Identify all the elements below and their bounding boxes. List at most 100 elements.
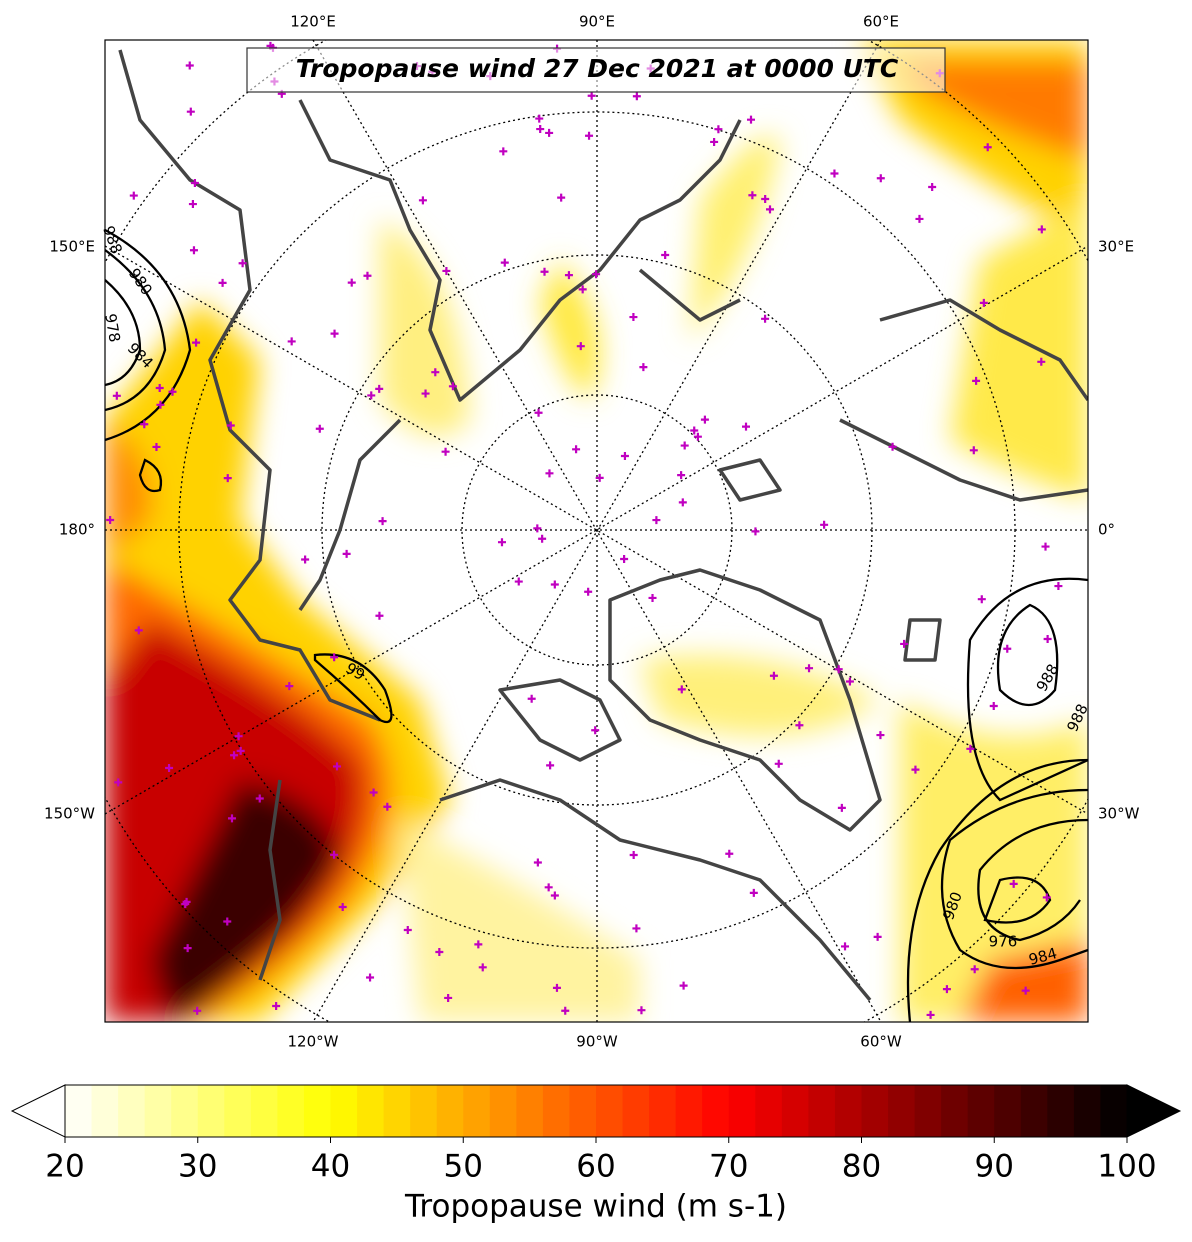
colorbar: 20 30 40 50 60 70 80 90 100 Tropopause wind (m s-… [10, 1084, 1182, 1225]
colorbar-segment [224, 1085, 252, 1137]
station-marker [375, 611, 384, 620]
colorbar-segment [542, 1085, 571, 1137]
station-marker [629, 850, 638, 859]
station-marker [678, 498, 687, 507]
colorbar-segment [118, 1085, 146, 1137]
colorbar-segment [596, 1085, 624, 1137]
station-marker [765, 205, 774, 214]
station-marker [363, 271, 372, 280]
station-marker [677, 685, 686, 694]
station-marker [383, 802, 392, 811]
station-marker [330, 329, 339, 338]
station-marker [639, 363, 648, 372]
longitude-label: 90°E [579, 13, 615, 31]
station-marker [584, 587, 593, 596]
colorbar-tick-label: 100 [1097, 1149, 1156, 1185]
station-marker [168, 387, 177, 396]
station-marker [979, 298, 988, 307]
colorbar-segment [994, 1085, 1022, 1137]
station-marker [448, 382, 457, 391]
station-marker [747, 115, 756, 124]
station-marker [152, 442, 161, 451]
colorbar-segment [755, 1085, 783, 1137]
station-marker [648, 593, 657, 602]
station-marker [690, 426, 699, 435]
station-marker [714, 125, 723, 134]
station-marker [774, 759, 783, 768]
station-marker [442, 266, 451, 275]
station-marker [403, 925, 412, 934]
station-marker [591, 726, 600, 735]
colorbar-segment [489, 1085, 517, 1137]
longitude-label: 180° [59, 521, 95, 539]
station-marker [572, 445, 581, 454]
station-marker [441, 447, 450, 456]
graticule [105, 40, 1088, 1022]
longitude-label: 150°W [44, 805, 95, 823]
pressure-contours [105, 228, 1088, 1022]
station-marker [552, 983, 561, 992]
colorbar-segment [702, 1085, 730, 1137]
colorbar-segment [303, 1085, 332, 1137]
station-marker [1041, 542, 1050, 551]
colorbar-tick-label: 50 [444, 1149, 483, 1185]
station-marker [942, 985, 951, 994]
colorbar-extend-high [1126, 1084, 1182, 1138]
colorbar-segment [728, 1085, 756, 1137]
colorbar-tick-label: 20 [45, 1149, 84, 1185]
station-marker [347, 278, 356, 287]
station-marker [761, 314, 770, 323]
colorbar-segment [1047, 1085, 1075, 1137]
longitude-label: 30°W [1098, 805, 1140, 823]
station-marker [545, 128, 554, 137]
station-marker [751, 527, 760, 536]
colorbar-segment [834, 1085, 863, 1137]
station-marker [540, 267, 549, 276]
station-marker [700, 415, 709, 424]
station-marker [544, 883, 553, 892]
colorbar-label: Tropopause wind (m s-1) [404, 1189, 787, 1225]
coastlines [118, 49, 1088, 1002]
colorbar-segment [436, 1085, 464, 1137]
map [105, 40, 1088, 1022]
station-marker [134, 626, 143, 635]
station-marker [190, 178, 199, 187]
station-marker [595, 473, 604, 482]
station-marker [845, 677, 854, 686]
station-marker [533, 858, 542, 867]
station-marker [367, 391, 376, 400]
colorbar-segment [622, 1085, 650, 1137]
station-marker [876, 731, 885, 740]
station-marker [140, 420, 149, 429]
station-marker [193, 1006, 202, 1015]
station-marker [497, 538, 506, 547]
station-marker [155, 384, 164, 393]
colorbar-tick-label: 30 [178, 1149, 217, 1185]
station-marker [1054, 582, 1063, 591]
colorbar-segment [463, 1085, 491, 1137]
station-marker [970, 965, 979, 974]
colorbar-segment [914, 1085, 942, 1137]
colorbar-segment [250, 1085, 278, 1137]
station-marker [435, 948, 444, 957]
station-marker [188, 200, 197, 209]
colorbar-segment [383, 1085, 411, 1137]
station-marker [342, 549, 351, 558]
station-marker [369, 788, 378, 797]
station-marker [421, 389, 430, 398]
colorbar-tick-label: 60 [576, 1149, 615, 1185]
contour-label: 978 [101, 312, 124, 343]
station-marker [112, 391, 121, 400]
station-marker [761, 195, 770, 204]
station-marker [915, 214, 924, 223]
colorbar-tick-label: 90 [975, 1149, 1014, 1185]
station-marker [230, 751, 239, 760]
station-marker [679, 981, 688, 990]
station-marker [474, 940, 483, 949]
colorbar-segment [357, 1085, 385, 1137]
station-marker [1037, 225, 1046, 234]
contour-label: 976 [989, 933, 1018, 951]
station-marker [272, 1001, 281, 1010]
station-marker [156, 400, 165, 409]
station-marker [315, 424, 324, 433]
